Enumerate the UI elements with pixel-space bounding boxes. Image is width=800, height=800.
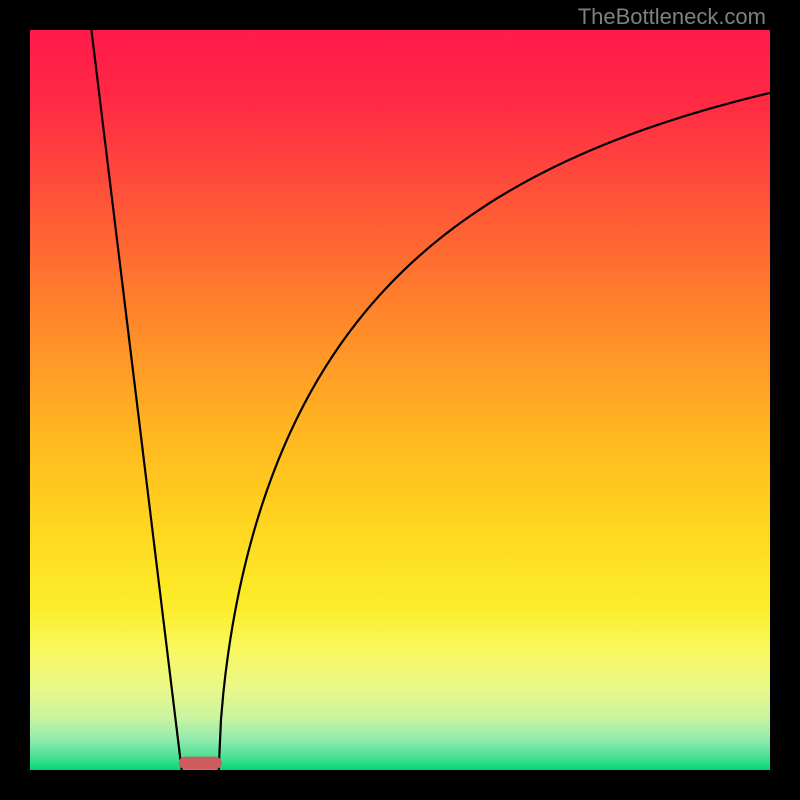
plot-area	[30, 30, 770, 770]
bottleneck-marker	[30, 30, 770, 770]
marker-pill	[179, 757, 222, 770]
watermark-text: TheBottleneck.com	[578, 4, 766, 30]
chart-container: TheBottleneck.com	[0, 0, 800, 800]
